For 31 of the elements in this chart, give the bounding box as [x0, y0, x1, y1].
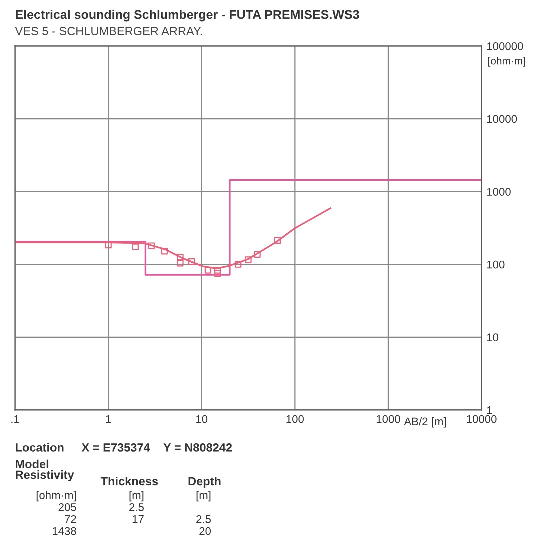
x-tick-label: 1000: [376, 415, 400, 424]
text: [m]: [196, 491, 211, 502]
text: 205: [58, 503, 76, 512]
text: 2.5: [196, 515, 211, 524]
text: X = E735374: [82, 444, 150, 452]
y-tick-label: 10: [487, 334, 499, 342]
chart-subtitle: VES 5 - SCHLUMBERGER ARRAY.: [15, 27, 202, 36]
y-tick-label: 1000: [487, 188, 511, 196]
x-tick-label: .1: [12, 415, 20, 424]
text: 72: [65, 515, 76, 524]
text: 17: [132, 516, 144, 524]
x-tick-label: 1: [106, 415, 112, 424]
x-tick-label: 100: [286, 415, 304, 424]
text: [m]: [130, 491, 144, 502]
y-tick-label: 100: [487, 260, 505, 269]
y-axis-title: [ohm·m]: [488, 57, 526, 67]
text: Model Resistivity: [16, 460, 74, 482]
text: 20: [200, 527, 212, 536]
text: 1438: [52, 527, 76, 536]
text: 2.5: [130, 503, 144, 512]
text: Y = N808242: [164, 444, 232, 452]
y-tick-label: 1: [487, 406, 492, 414]
text: Thickness: [100, 476, 158, 486]
chart-title: Electrical sounding Schlumberger - FUTA PREMISES.WS3: [16, 10, 360, 22]
text: [ohm·m]: [36, 491, 76, 502]
x-axis-title: AB/2 [m]: [404, 417, 446, 428]
text: Location: [16, 443, 64, 452]
x-tick-label: 10: [196, 415, 208, 424]
text: Depth: [188, 476, 221, 488]
y-tick-label: 100000: [487, 42, 524, 50]
y-tick-label: 10000: [487, 115, 518, 124]
